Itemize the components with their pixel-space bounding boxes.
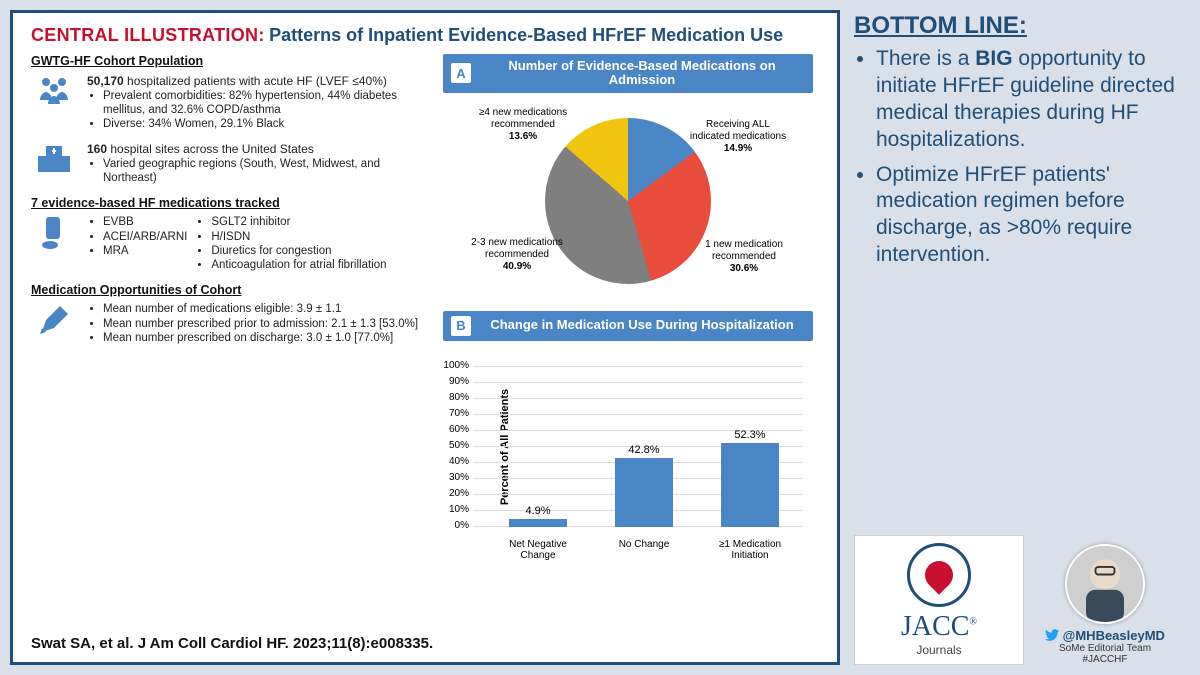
opps-bullets: Mean number of medications eligible: 3.9… [103,302,429,345]
author-box: @MHBeasleyMD SoMe Editorial Team#JACCHF [1034,544,1176,665]
opps-title: Medication Opportunities of Cohort [31,283,429,299]
pill-icon [31,215,77,273]
panel-b-letter: B [451,316,471,336]
sites-desc: hospital sites across the United States [110,142,313,156]
twitter-handle: @MHBeasleyMD [1045,628,1165,643]
population-title: GWTG-HF Cohort Population [31,54,429,70]
twitter-icon [1045,629,1059,641]
jacc-text: JACC® [901,611,977,643]
bottom-line-title: BOTTOM LINE: [854,12,1176,40]
people-icon [31,74,77,132]
meds-col1: EVBB ACEI/ARB/ARNI MRA [103,215,187,273]
population-bullets: Prevalent comorbidities: 82% hypertensio… [103,89,429,132]
panel-a-title: Number of Evidence-Based Medications on … [479,59,805,88]
meds-title: 7 evidence-based HF medications tracked [31,196,429,212]
panel-a-letter: A [451,63,471,83]
pie-chart: Receiving ALL indicated medications14.9%… [468,101,788,301]
central-illustration-panel: CENTRAL ILLUSTRATION: Patterns of Inpati… [10,10,840,665]
title-red: CENTRAL ILLUSTRATION: [31,25,265,45]
panel-b-header: B Change in Medication Use During Hospit… [443,311,813,341]
avatar [1065,544,1145,624]
twitter-sub: SoMe Editorial Team#JACCHF [1059,643,1151,665]
left-column: GWTG-HF Cohort Population 50,170 hospita… [31,54,429,547]
bottom-line-item-1: There is a BIG opportunity to initiate H… [876,46,1176,154]
right-column: A Number of Evidence-Based Medications o… [443,54,813,547]
branding-row: JACC® Journals @MHBeasleyMD SoMe Editori… [854,535,1176,665]
citation: Swat SA, et al. J Am Coll Cardiol HF. 20… [31,635,433,652]
bottom-line-item-2: Optimize HFrEF patients' medication regi… [876,162,1176,270]
panel-a-header: A Number of Evidence-Based Medications o… [443,54,813,93]
patient-count: 50,170 [87,74,124,88]
panel-b-title: Change in Medication Use During Hospital… [479,318,805,332]
pie-label-all: Receiving ALL indicated medications14.9% [688,119,788,155]
title-blue: Patterns of Inpatient Evidence-Based HFr… [269,25,783,45]
acc-seal-icon [907,543,971,607]
patient-desc: hospitalized patients with acute HF (LVE… [127,74,387,88]
meds-col2: SGLT2 inhibitor H/ISDN Diuretics for con… [211,215,386,273]
bottom-line-panel: BOTTOM LINE: There is a BIG opportunity … [840,0,1190,675]
jacc-logo: JACC® Journals [854,535,1024,665]
pen-icon [31,302,77,345]
bottom-line-list: There is a BIG opportunity to initiate H… [876,46,1176,277]
pie-label-1new: 1 new medication recommended30.6% [694,239,794,275]
sites-count: 160 [87,142,107,156]
hospital-icon [31,142,77,186]
pie-label-4new: ≥4 new medications recommended13.6% [478,107,568,143]
pie-label-23new: 2-3 new medications recommended40.9% [462,237,572,273]
bar-chart: Percent of All Patients 0%10%20%30%40%50… [473,347,803,547]
jacc-subtext: Journals [916,643,961,657]
panel-title: CENTRAL ILLUSTRATION: Patterns of Inpati… [31,25,819,46]
